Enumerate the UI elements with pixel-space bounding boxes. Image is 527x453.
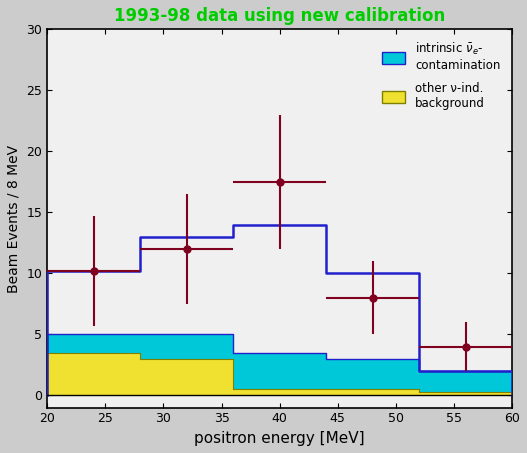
Title: 1993-98 data using new calibration: 1993-98 data using new calibration (114, 7, 445, 25)
Legend: intrinsic $\bar{\nu}_e$-
contamination, other ν-ind.
background: intrinsic $\bar{\nu}_e$- contamination, … (376, 35, 506, 116)
Y-axis label: Beam Events / 8 MeV: Beam Events / 8 MeV (7, 145, 21, 293)
X-axis label: positron energy [MeV]: positron energy [MeV] (194, 431, 365, 446)
